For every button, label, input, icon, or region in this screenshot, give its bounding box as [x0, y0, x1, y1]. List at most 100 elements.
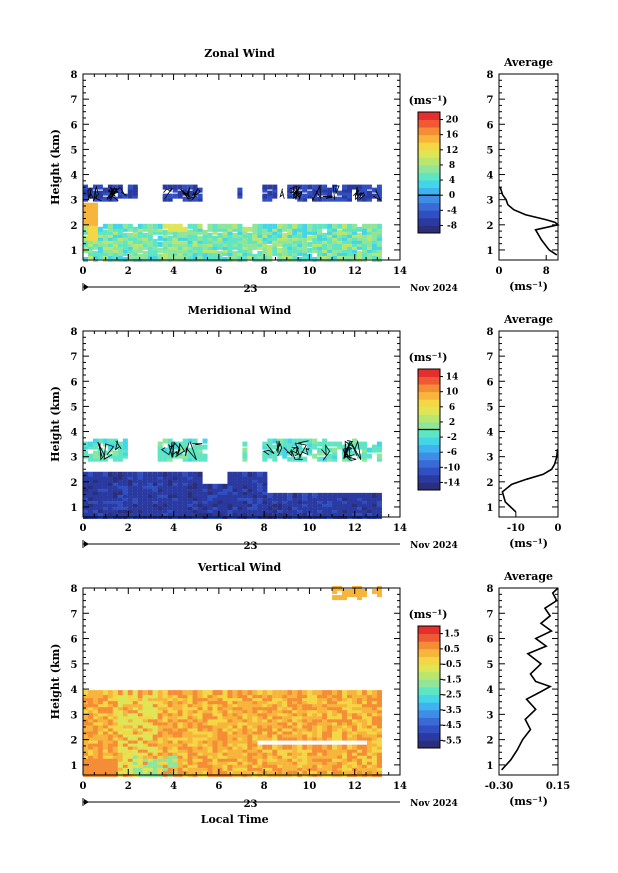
heatmap-cell: [122, 705, 128, 711]
heatmap-cell: [197, 513, 203, 519]
heatmap-cell: [347, 747, 353, 753]
heatmap-cell: [302, 729, 308, 735]
heatmap-cell: [247, 489, 253, 495]
heatmap-cell: [207, 759, 213, 765]
heatmap-cell: [252, 720, 258, 726]
heatmap-cell: [182, 244, 188, 250]
heatmap-cell: [347, 723, 353, 729]
heatmap-cell: [272, 501, 278, 507]
heatmap-cell: [327, 232, 333, 238]
heatmap-cell: [217, 696, 223, 702]
heatmap-cells: [83, 585, 382, 777]
heatmap-cell: [237, 768, 243, 774]
heatmap-cell: [177, 223, 183, 229]
heatmap-cell: [227, 492, 233, 498]
heatmap-cell: [232, 771, 238, 777]
heatmap-cell: [137, 471, 143, 477]
heatmap-cell: [127, 244, 133, 250]
heatmap-cell: [312, 444, 318, 450]
heatmap-cell: [97, 762, 103, 768]
heatmap-cell: [297, 504, 303, 510]
heatmap-cell: [112, 256, 118, 262]
heatmap-cell: [247, 741, 253, 747]
avg-y-tick-label: 5: [487, 402, 494, 413]
heatmap-cell: [257, 735, 263, 741]
heatmap-cell: [92, 196, 98, 202]
heatmap-cell: [92, 238, 98, 244]
heatmap-cell: [361, 720, 367, 726]
heatmap-cell: [142, 756, 148, 762]
heatmap-cell: [182, 726, 188, 732]
heatmap-cell: [137, 729, 143, 735]
heatmap-cell: [247, 235, 253, 241]
heatmap-cell: [152, 480, 158, 486]
heatmap-cell: [312, 256, 318, 262]
heatmap-cell: [332, 753, 338, 759]
heatmap-cell: [342, 693, 348, 699]
heatmap-cell: [212, 726, 218, 732]
contour-line: [291, 446, 299, 454]
heatmap-cell: [232, 726, 238, 732]
heatmap-cell: [112, 471, 118, 477]
heatmap-cell: [376, 592, 382, 598]
heatmap-cell: [302, 705, 308, 711]
heatmap-cell: [217, 483, 223, 489]
heatmap-cell: [87, 241, 93, 247]
heatmap-cell: [117, 492, 123, 498]
heatmap-cell: [212, 253, 218, 259]
heatmap-cell: [317, 753, 323, 759]
heatmap-cell: [332, 187, 338, 193]
date-axis-arrow: [84, 284, 89, 290]
heatmap-cell: [112, 504, 118, 510]
contour-line: [358, 191, 365, 200]
heatmap-cell: [302, 235, 308, 241]
heatmap-cell: [361, 513, 367, 519]
colorbar-label: 16: [446, 131, 459, 141]
heatmap-cell: [167, 477, 173, 483]
heatmap-cell: [202, 453, 208, 459]
heatmap-cell: [97, 244, 103, 250]
heatmap-cell: [371, 244, 377, 250]
heatmap-cell: [122, 711, 128, 717]
heatmap-cell: [312, 702, 318, 708]
heatmap-cell: [227, 241, 233, 247]
heatmap-cell: [177, 184, 183, 190]
heatmap-cell: [187, 765, 193, 771]
heatmap-cell: [351, 714, 357, 720]
heatmap-cell: [167, 235, 173, 241]
heatmap-cell: [162, 732, 168, 738]
avg-y-tick-label: 5: [487, 660, 494, 671]
heatmap-cell: [187, 510, 193, 516]
heatmap-cell: [242, 762, 248, 768]
heatmap-cell: [167, 253, 173, 259]
heatmap-cell: [332, 711, 338, 717]
heatmap-cell: [327, 507, 333, 513]
heatmap-cell: [361, 762, 367, 768]
heatmap-cell: [237, 229, 243, 235]
heatmap-cell: [252, 232, 258, 238]
heatmap-cell: [147, 771, 153, 777]
heatmap-cell: [182, 453, 188, 459]
heatmap-cell: [97, 253, 103, 259]
heatmap-cell: [302, 193, 308, 199]
heatmap-cell: [297, 756, 303, 762]
heatmap-cell: [247, 738, 253, 744]
heatmap-cell: [342, 696, 348, 702]
heatmap-cell: [212, 708, 218, 714]
heatmap-cell: [371, 235, 377, 241]
heatmap-cell: [217, 714, 223, 720]
heatmap-cell: [327, 229, 333, 235]
heatmap-cell: [132, 253, 138, 259]
heatmap-cell: [262, 193, 268, 199]
heatmap-cell: [202, 741, 208, 747]
heatmap-cell: [242, 504, 248, 510]
heatmap-cell: [162, 235, 168, 241]
heatmap-cell: [202, 756, 208, 762]
heatmap-cell: [332, 456, 338, 462]
heatmap-cell: [356, 696, 362, 702]
heatmap-cell: [282, 513, 288, 519]
heatmap-cell: [242, 450, 248, 456]
colorbar-swatch: [418, 369, 440, 377]
heatmap-cell: [92, 211, 98, 217]
